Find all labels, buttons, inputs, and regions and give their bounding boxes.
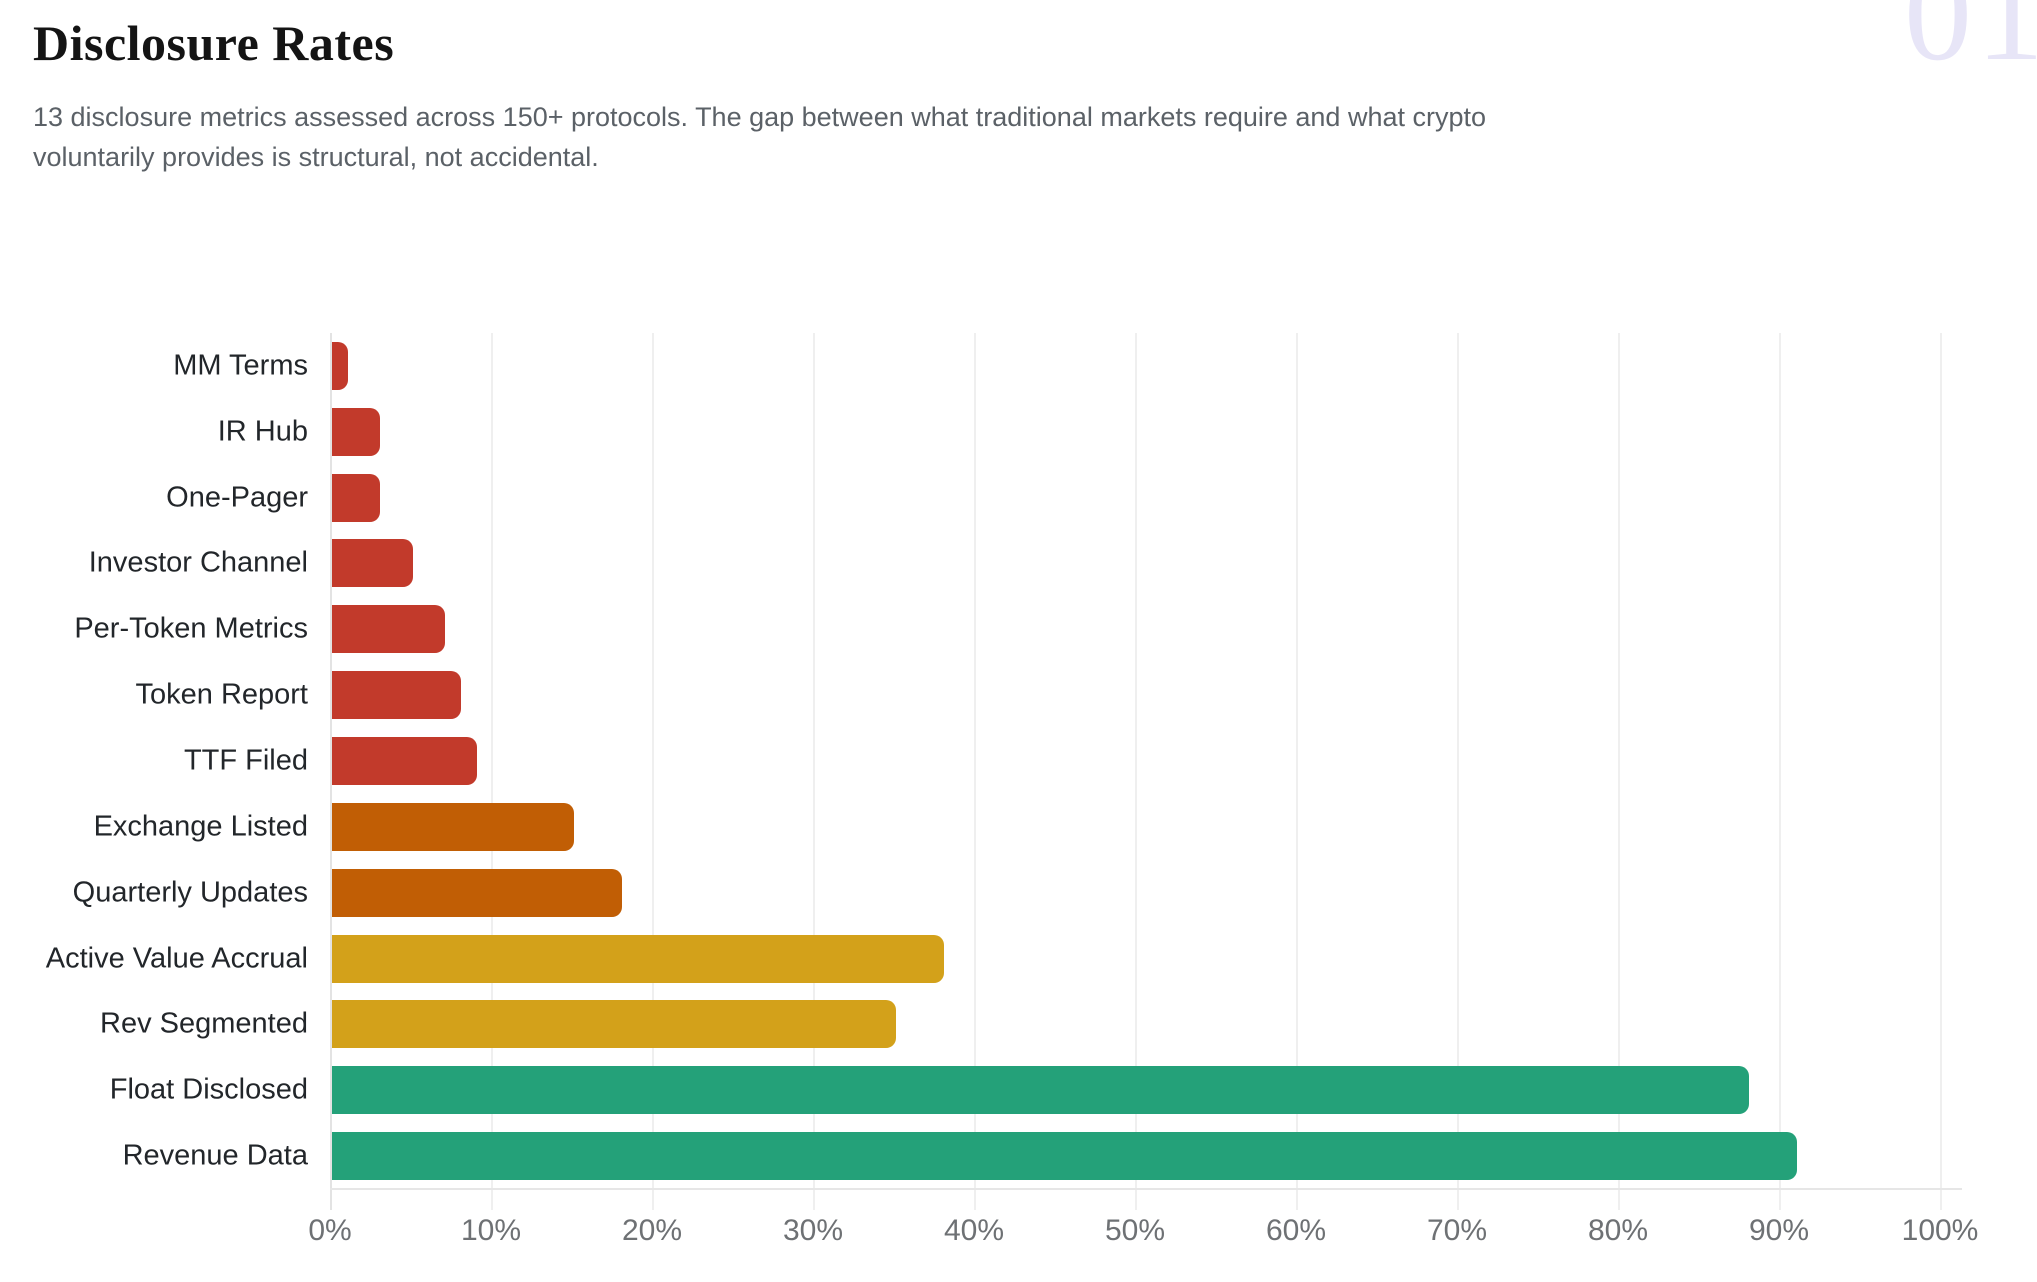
category-label: Active Value Accrual <box>45 942 308 975</box>
x-tick-label: 40% <box>943 1214 1005 1247</box>
gridline-40% <box>974 333 976 1210</box>
gridline-60% <box>1296 333 1298 1210</box>
bar[interactable] <box>332 539 413 588</box>
x-tick-label: 80% <box>1587 1214 1649 1247</box>
x-tick-label: 50% <box>1104 1214 1166 1247</box>
bar-row: Investor Channel <box>0 531 2037 597</box>
bar-row: One-Pager <box>0 465 2037 531</box>
category-label: Token Report <box>135 678 309 711</box>
bar[interactable] <box>332 736 477 785</box>
bar-row: Revenue Data <box>0 1123 2037 1189</box>
bar[interactable] <box>332 1132 1798 1181</box>
bar-row: TTF Filed <box>0 728 2037 794</box>
bar[interactable] <box>332 934 944 983</box>
section-number-watermark: 01 <box>1904 0 2037 89</box>
category-label: IR Hub <box>217 415 308 448</box>
x-tick-label: 30% <box>782 1214 844 1247</box>
category-label: Rev Segmented <box>100 1007 308 1040</box>
gridline-70% <box>1457 333 1459 1210</box>
category-label: MM Terms <box>173 349 308 382</box>
chart-rows: MM Terms IR Hub One-Pager Investor Channel P… <box>0 333 2037 1189</box>
x-tick-label: 10% <box>460 1214 522 1247</box>
x-axis-baseline <box>330 1188 1962 1190</box>
bar-row: Quarterly Updates <box>0 860 2037 926</box>
bar-row: Token Report <box>0 662 2037 728</box>
category-label: Exchange Listed <box>93 810 308 843</box>
bar-row: Active Value Accrual <box>0 926 2037 992</box>
bar[interactable] <box>332 1000 896 1049</box>
gridline-20% <box>652 333 654 1210</box>
bar[interactable] <box>332 802 574 851</box>
gridline-100% <box>1940 333 1942 1210</box>
page-title: Disclosure Rates <box>33 15 395 71</box>
bar[interactable] <box>332 473 381 522</box>
bar[interactable] <box>332 1066 1749 1115</box>
bar-row: Float Disclosed <box>0 1057 2037 1123</box>
gridline-30% <box>813 333 815 1210</box>
gridline-0% <box>330 333 332 1210</box>
x-tick-label: 60% <box>1265 1214 1327 1247</box>
category-label: Float Disclosed <box>109 1073 308 1106</box>
x-tick-label: 70% <box>1426 1214 1488 1247</box>
gridline-80% <box>1618 333 1620 1210</box>
x-tick-label: 20% <box>621 1214 683 1247</box>
x-tick-label: 100% <box>1901 1214 1979 1247</box>
bar[interactable] <box>332 868 622 917</box>
bar[interactable] <box>332 605 445 654</box>
category-label: Per-Token Metrics <box>74 612 308 645</box>
page-subtitle: 13 disclosure metrics assessed across 15… <box>33 102 1487 172</box>
bar-row: MM Terms <box>0 333 2037 399</box>
bar-row: Exchange Listed <box>0 794 2037 860</box>
category-label: One-Pager <box>166 481 308 514</box>
bar[interactable] <box>332 341 349 390</box>
category-label: Revenue Data <box>122 1139 308 1172</box>
bar[interactable] <box>332 407 381 456</box>
category-label: TTF Filed <box>183 744 308 777</box>
bar-row: IR Hub <box>0 399 2037 465</box>
bar-row: Rev Segmented <box>0 991 2037 1057</box>
category-label: Investor Channel <box>88 546 308 579</box>
gridline-50% <box>1135 333 1137 1210</box>
bar[interactable] <box>332 671 461 720</box>
x-tick-label: 0% <box>308 1214 352 1247</box>
x-tick-label: 90% <box>1748 1214 1810 1247</box>
category-label: Quarterly Updates <box>72 876 308 909</box>
gridline-90% <box>1779 333 1781 1210</box>
bar-row: Per-Token Metrics <box>0 596 2037 662</box>
gridline-10% <box>491 333 493 1210</box>
